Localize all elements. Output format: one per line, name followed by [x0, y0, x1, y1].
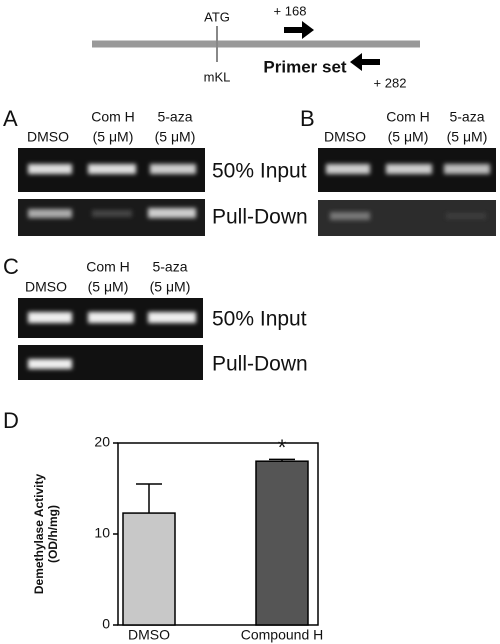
bar	[122, 512, 176, 626]
rev-pos: + 282	[374, 75, 407, 90]
bar	[255, 460, 309, 626]
lane-label: (5 μM)	[447, 129, 488, 145]
y-tick-label: 0	[102, 616, 110, 632]
lane-label: (5 μM)	[88, 279, 129, 295]
gels	[18, 148, 496, 380]
lane-label: (5 μM)	[93, 129, 134, 145]
primer-set: Primer set	[263, 57, 346, 76]
y-axis-label: (OD/h/mg)	[46, 505, 60, 563]
row-label: 50% Input	[212, 308, 307, 331]
fwd-pos: + 168	[274, 3, 307, 18]
lane-label: (5 μM)	[155, 129, 196, 145]
row-label: Pull-Down	[212, 353, 308, 376]
lane-label: DMSO	[27, 129, 69, 145]
mkl-label: mKL	[204, 69, 231, 84]
x-tick-label: Compound H	[241, 627, 324, 643]
fwd-arrow	[284, 21, 314, 39]
lane-label: 5-aza	[157, 109, 192, 125]
lane-label: (5 μM)	[388, 129, 429, 145]
schematic: ATG mKL + 168 Primer set + 282	[92, 3, 420, 90]
lane-label: Com H	[386, 109, 430, 125]
y-tick-label: 20	[94, 434, 110, 450]
lane-label: Com H	[86, 259, 130, 275]
y-axis-label: Demethylase Activity	[32, 474, 46, 595]
lane-label: 5-aza	[152, 259, 187, 275]
y-tick-label: 10	[94, 525, 110, 541]
significance-mark: *	[278, 435, 287, 460]
row-label: 50% Input	[212, 160, 307, 183]
row-label: Pull-Down	[212, 206, 308, 229]
lane-labels: DMSO Com H (5 μM) 5-aza (5 μM) 50% Input Pull-…	[25, 109, 487, 376]
lane-label: DMSO	[25, 279, 67, 295]
panel-label: D	[3, 408, 19, 433]
lane-label: (5 μM)	[150, 279, 191, 295]
atg-label: ATG	[204, 9, 230, 24]
lane-label: 5-aza	[449, 109, 484, 125]
lane-label: Com H	[91, 109, 135, 125]
chart: D 0 10 20 Demethylase Activity (OD/h/mg) DMSO C…	[3, 408, 323, 643]
panel-label: B	[300, 106, 315, 131]
lane-label: DMSO	[324, 129, 366, 145]
rev-arrow	[350, 53, 380, 71]
panel-label: C	[3, 254, 19, 279]
x-tick-label: DMSO	[128, 627, 170, 643]
panel-label: A	[3, 106, 18, 131]
